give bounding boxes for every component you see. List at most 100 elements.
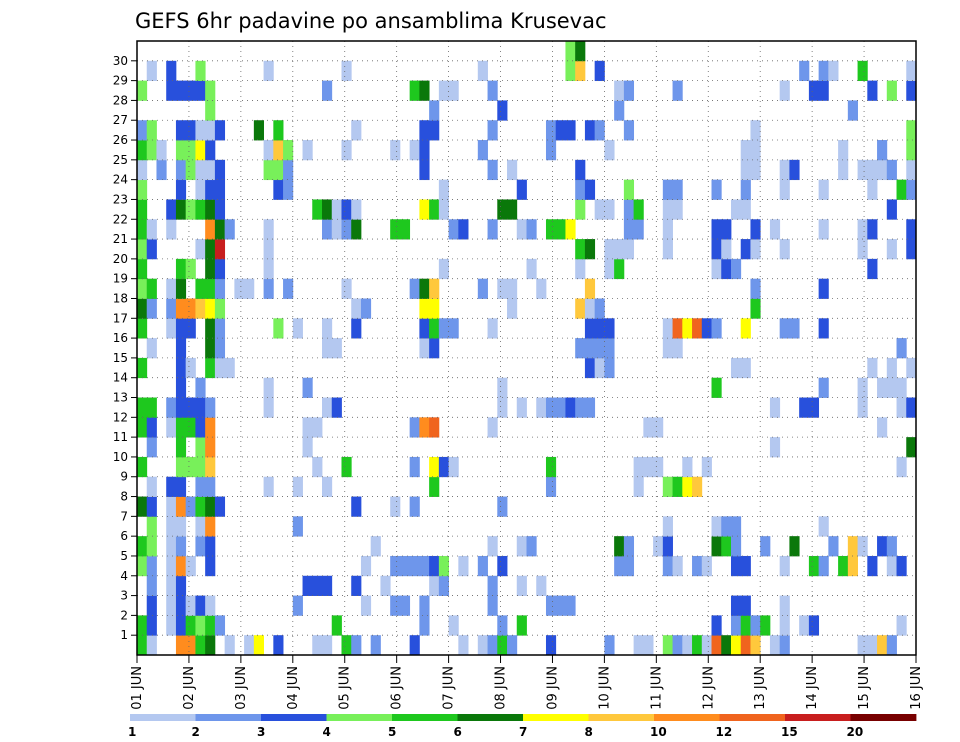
- colorbar-label: 10: [650, 725, 667, 739]
- colorbar-label: 15: [781, 725, 798, 739]
- heatmap-cell: [351, 298, 362, 319]
- y-tick-label: 8: [120, 490, 128, 504]
- heatmap-cell: [711, 219, 722, 240]
- heatmap-cell: [623, 555, 635, 577]
- heatmap-cell: [838, 159, 849, 181]
- heatmap-cell: [166, 496, 177, 517]
- heatmap-cell: [730, 595, 742, 616]
- heatmap-cell: [175, 496, 187, 517]
- heatmap-cell: [146, 516, 157, 537]
- heatmap-cell: [721, 635, 732, 656]
- heatmap-cell: [886, 555, 897, 577]
- heatmap-cell: [195, 397, 206, 418]
- heatmap-cell: [701, 318, 712, 339]
- heatmap-cell: [205, 199, 216, 220]
- heatmap-cell: [322, 219, 333, 240]
- heatmap-cell: [185, 417, 196, 438]
- heatmap-cell: [195, 456, 206, 478]
- heatmap-cell: [779, 179, 790, 200]
- heatmap-cell: [166, 278, 177, 299]
- heatmap-cell: [214, 357, 226, 379]
- heatmap-cell: [584, 318, 596, 339]
- colorbar-label: 12: [716, 725, 733, 739]
- y-tick-label: 9: [120, 470, 128, 484]
- y-tick-label: 19: [113, 272, 128, 286]
- heatmap-cell: [779, 239, 790, 260]
- heatmap-cell: [575, 41, 586, 62]
- heatmap-cell: [263, 140, 274, 161]
- heatmap-cell: [419, 595, 430, 616]
- heatmap-cell: [175, 318, 187, 339]
- heatmap-cell: [146, 278, 157, 299]
- heatmap-cell: [740, 239, 751, 260]
- heatmap-cell: [146, 219, 157, 240]
- y-tick-label: 21: [113, 232, 128, 246]
- colorbar-swatch: [654, 714, 720, 721]
- heatmap-cell: [565, 120, 576, 141]
- heatmap-cell: [146, 338, 157, 359]
- heatmap-cell: [604, 357, 615, 379]
- heatmap-cell: [711, 239, 722, 260]
- heatmap-cell: [137, 397, 148, 418]
- heatmap-cell: [205, 100, 216, 121]
- heatmap-cell: [429, 199, 440, 220]
- heatmap-cell: [185, 80, 196, 101]
- heatmap-cell: [166, 60, 177, 82]
- heatmap-cell: [555, 397, 566, 418]
- heatmap-cell: [906, 239, 917, 260]
- heatmap-cell: [740, 318, 751, 339]
- heatmap-cell: [146, 417, 157, 438]
- heatmap-cell: [818, 377, 829, 398]
- heatmap-cell: [575, 239, 586, 260]
- heatmap-cell: [584, 397, 596, 418]
- y-tick-label: 6: [120, 529, 128, 543]
- heatmap-cell: [390, 555, 401, 577]
- heatmap-cell: [730, 555, 742, 577]
- heatmap-cell: [380, 575, 391, 596]
- heatmap-cell: [244, 278, 255, 299]
- y-tick-label: 25: [113, 153, 128, 167]
- heatmap-cell: [877, 635, 888, 656]
- plot-frame: [136, 40, 917, 656]
- heatmap-cell: [614, 239, 625, 260]
- heatmap-cell: [175, 338, 187, 359]
- heatmap-cell: [516, 575, 527, 596]
- heatmap-cell: [419, 199, 430, 220]
- heatmap-cell: [487, 417, 498, 438]
- heatmap-cell: [672, 80, 683, 101]
- heatmap-cell: [214, 298, 226, 319]
- heatmap-cell: [195, 615, 206, 636]
- heatmap-cell: [867, 635, 878, 656]
- heatmap-cell: [633, 476, 644, 497]
- heatmap-cell: [847, 100, 858, 121]
- heatmap-cell: [653, 456, 664, 478]
- heatmap-cell: [195, 516, 206, 537]
- heatmap-cell: [205, 437, 216, 458]
- heatmap-cell: [565, 595, 576, 616]
- heatmap-cell: [185, 159, 196, 181]
- heatmap-cell: [175, 575, 187, 596]
- heatmap-cell: [185, 456, 196, 478]
- heatmap-cell: [799, 615, 810, 636]
- heatmap-cell: [906, 120, 917, 141]
- heatmap-cell: [565, 41, 576, 62]
- heatmap-cell: [555, 595, 566, 616]
- heatmap-cell: [711, 179, 722, 200]
- heatmap-cell: [137, 635, 148, 656]
- heatmap-cell: [584, 179, 596, 200]
- heatmap-cell: [175, 179, 187, 200]
- heatmap-cell: [205, 298, 216, 319]
- heatmap-cell: [429, 417, 440, 438]
- heatmap-cell: [175, 476, 187, 497]
- y-tick-label: 30: [113, 54, 128, 68]
- x-tick-label: 10 JUN: [597, 666, 612, 710]
- heatmap-cell: [341, 60, 352, 82]
- colorbar-swatch: [195, 714, 262, 721]
- heatmap-cell: [166, 219, 177, 240]
- y-tick-label: 23: [113, 192, 128, 206]
- heatmap-cell: [497, 635, 508, 656]
- heatmap-cell: [721, 219, 732, 240]
- heatmap-cell: [721, 536, 732, 557]
- heatmap-cell: [195, 60, 206, 82]
- heatmap-cell: [224, 357, 235, 379]
